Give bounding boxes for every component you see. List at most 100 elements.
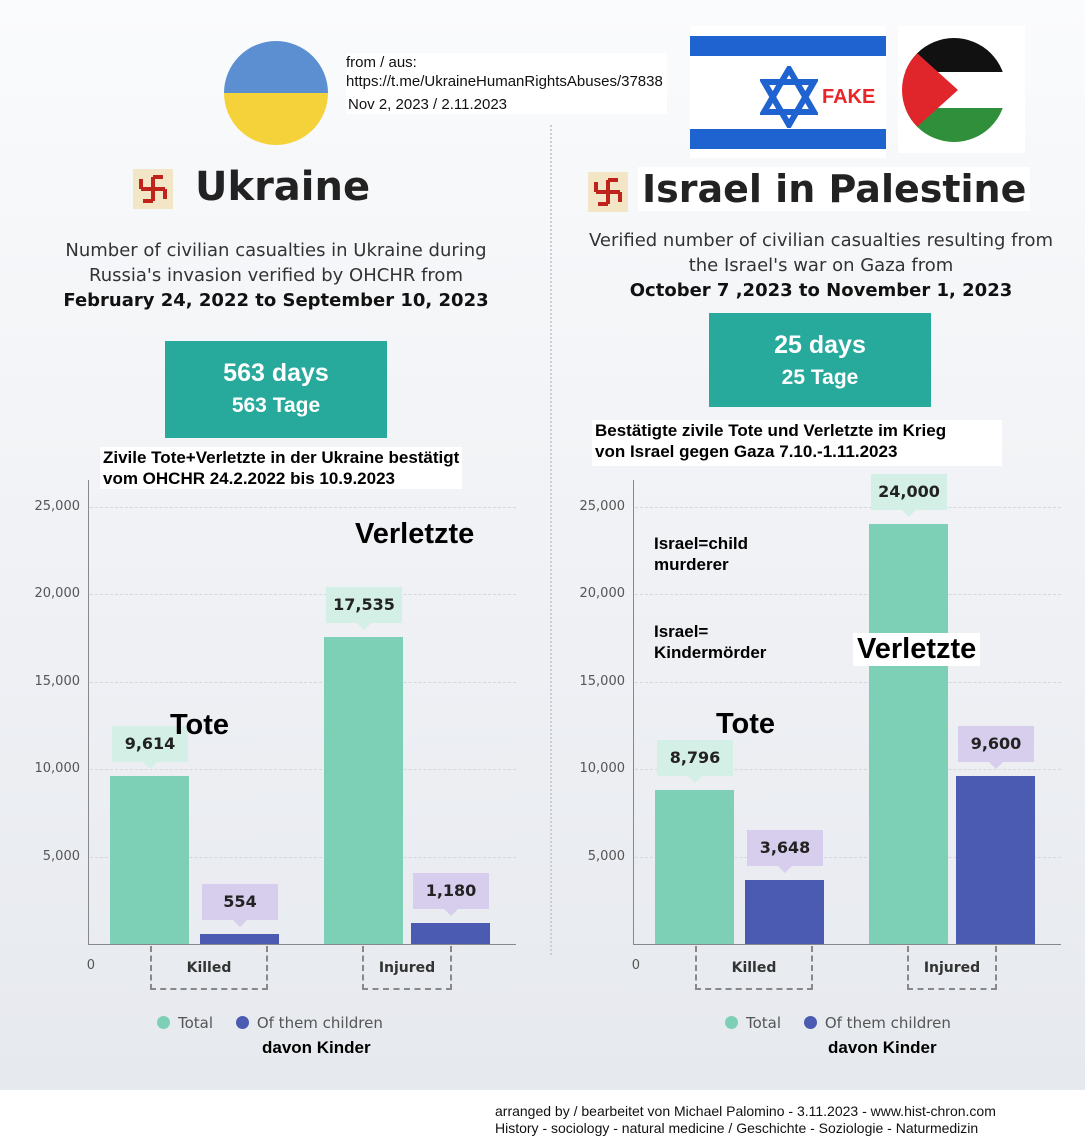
legend-children: Of them children xyxy=(824,1014,951,1032)
period: February 24, 2022 to September 10, 2023 xyxy=(63,290,489,311)
palestine-flag-icon xyxy=(898,26,1025,153)
caption-line: vom OHCHR 24.2.2022 bis 10.9.2023 xyxy=(103,469,395,488)
label-verletzte: Verletzte xyxy=(355,518,475,550)
source-info: from / aus: https://t.me/UkraineHumanRig… xyxy=(346,53,667,114)
y-tick-label: 5,000 xyxy=(42,848,80,864)
y-axis xyxy=(88,480,89,944)
tage: 25 Tage xyxy=(781,366,859,389)
gridline xyxy=(635,856,1061,858)
note-line: Kindermörder xyxy=(654,643,767,662)
gridline xyxy=(90,594,516,596)
gridline xyxy=(90,507,516,508)
left-title: Ukraine xyxy=(195,164,371,210)
gridline xyxy=(90,856,516,858)
right-subtitle: Verified number of civilian casualties r… xyxy=(585,228,1057,303)
gridline xyxy=(90,769,516,771)
value-label: 17,535 xyxy=(326,587,402,631)
y-tick-label: 10,000 xyxy=(579,761,626,777)
value-label: 1,180 xyxy=(413,873,489,917)
fake-label: FAKE xyxy=(822,86,876,108)
value-label: 9,614 xyxy=(112,725,188,769)
right-legend: Total Of them children xyxy=(725,1014,951,1032)
subtitle-line: the Israel's war on Gaza from xyxy=(688,255,954,276)
y-tick-label: 10,000 xyxy=(34,761,81,777)
y-tick-label: 5,000 xyxy=(587,848,625,864)
bar-children xyxy=(745,880,824,944)
bar-total xyxy=(869,524,948,944)
right-legend-de: davon Kinder xyxy=(828,1038,937,1057)
caption-line: Zivile Tote+Verletzte in der Ukraine bes… xyxy=(103,448,460,467)
category-label-killed: Killed xyxy=(150,946,268,990)
category-label-killed: Killed xyxy=(695,946,813,990)
left-caption: Zivile Tote+Verletzte in der Ukraine bes… xyxy=(100,447,463,489)
value-label: 8,796 xyxy=(657,740,733,784)
legend-total: Total xyxy=(746,1014,782,1032)
x-axis xyxy=(633,944,1061,945)
value-label: 554 xyxy=(202,884,278,928)
note-child-murderer: Israel=child murderer xyxy=(654,533,748,575)
note-line: murderer xyxy=(654,555,729,574)
y-tick-label: 15,000 xyxy=(579,673,626,689)
category-label-injured: Injured xyxy=(907,946,997,990)
category-label-injured: Injured xyxy=(362,946,452,990)
bar-children xyxy=(956,776,1035,944)
legend-total-swatch xyxy=(725,1016,738,1029)
label-tote: Tote xyxy=(170,709,230,741)
israel-flag-icon: FAKE xyxy=(690,26,886,158)
gridline xyxy=(635,681,1061,683)
y-tick-label: 25,000 xyxy=(34,499,81,514)
bar-children xyxy=(200,934,279,944)
left-legend-de: davon Kinder xyxy=(262,1038,371,1057)
gridline xyxy=(635,507,1061,508)
note-line: Israel=child xyxy=(654,534,749,553)
ukraine-flag-icon xyxy=(224,41,328,145)
label-verletzte: Verletzte xyxy=(853,633,981,666)
footer-credit: arranged by / bearbeitet von Michael Pal… xyxy=(495,1103,996,1119)
y-tick-label: 0 xyxy=(86,958,95,973)
right-days-box: 25 days 25 Tage xyxy=(709,313,931,407)
footer: arranged by / bearbeitet von Michael Pal… xyxy=(495,1103,996,1137)
value-label: 9,600 xyxy=(958,726,1034,770)
gridline xyxy=(635,594,1061,596)
period: October 7 ,2023 to November 1, 2023 xyxy=(629,280,1013,301)
y-tick-label: 15,000 xyxy=(34,673,81,689)
right-caption: Bestätigte zivile Tote und Verletzte im … xyxy=(592,420,1002,466)
divider xyxy=(550,125,552,955)
bar-total xyxy=(655,790,734,944)
source-label: from / aus: xyxy=(346,54,417,71)
right-title: Israel in Palestine xyxy=(638,167,1031,211)
tage: 563 Tage xyxy=(231,394,321,417)
swastika-icon xyxy=(133,169,173,209)
left-subtitle: Number of civilian casualties in Ukraine… xyxy=(40,238,512,313)
label-tote: Tote xyxy=(716,708,776,740)
note-line: Israel= xyxy=(654,622,709,641)
caption-line: von Israel gegen Gaza 7.10.-1.11.2023 xyxy=(595,442,898,461)
subtitle-line: Verified number of civilian casualties r… xyxy=(588,230,1054,251)
star-of-david-icon xyxy=(760,66,818,128)
source-url[interactable]: https://t.me/UkraineHumanRightsAbuses/37… xyxy=(346,73,663,90)
legend-children: Of them children xyxy=(256,1014,383,1032)
days: 563 days xyxy=(223,359,329,387)
bar-total xyxy=(110,775,189,944)
y-tick-label: 20,000 xyxy=(579,586,626,602)
left-days-box: 563 days 563 Tage xyxy=(165,341,387,438)
x-axis xyxy=(88,944,516,945)
legend-children-swatch xyxy=(235,1016,249,1029)
bar-total xyxy=(324,637,403,944)
value-label: 24,000 xyxy=(871,474,947,518)
caption-line: Bestätigte zivile Tote und Verletzte im … xyxy=(595,421,947,440)
footer-topics: History - sociology - natural medicine /… xyxy=(495,1120,979,1136)
swastika-icon xyxy=(588,172,628,212)
legend-total-swatch xyxy=(157,1016,170,1029)
legend-total: Total xyxy=(178,1014,214,1032)
subtitle-line: Number of civilian casualties in Ukraine… xyxy=(65,240,487,261)
y-axis xyxy=(633,480,634,944)
y-tick-label: 25,000 xyxy=(579,499,626,514)
value-label: 3,648 xyxy=(747,830,823,874)
days: 25 days xyxy=(774,331,866,359)
legend-children-swatch xyxy=(803,1016,817,1029)
y-tick-label: 20,000 xyxy=(34,586,81,602)
gridline xyxy=(90,681,516,683)
left-legend: Total Of them children xyxy=(157,1014,383,1032)
note-kindermoerder: Israel= Kindermörder xyxy=(654,621,766,663)
